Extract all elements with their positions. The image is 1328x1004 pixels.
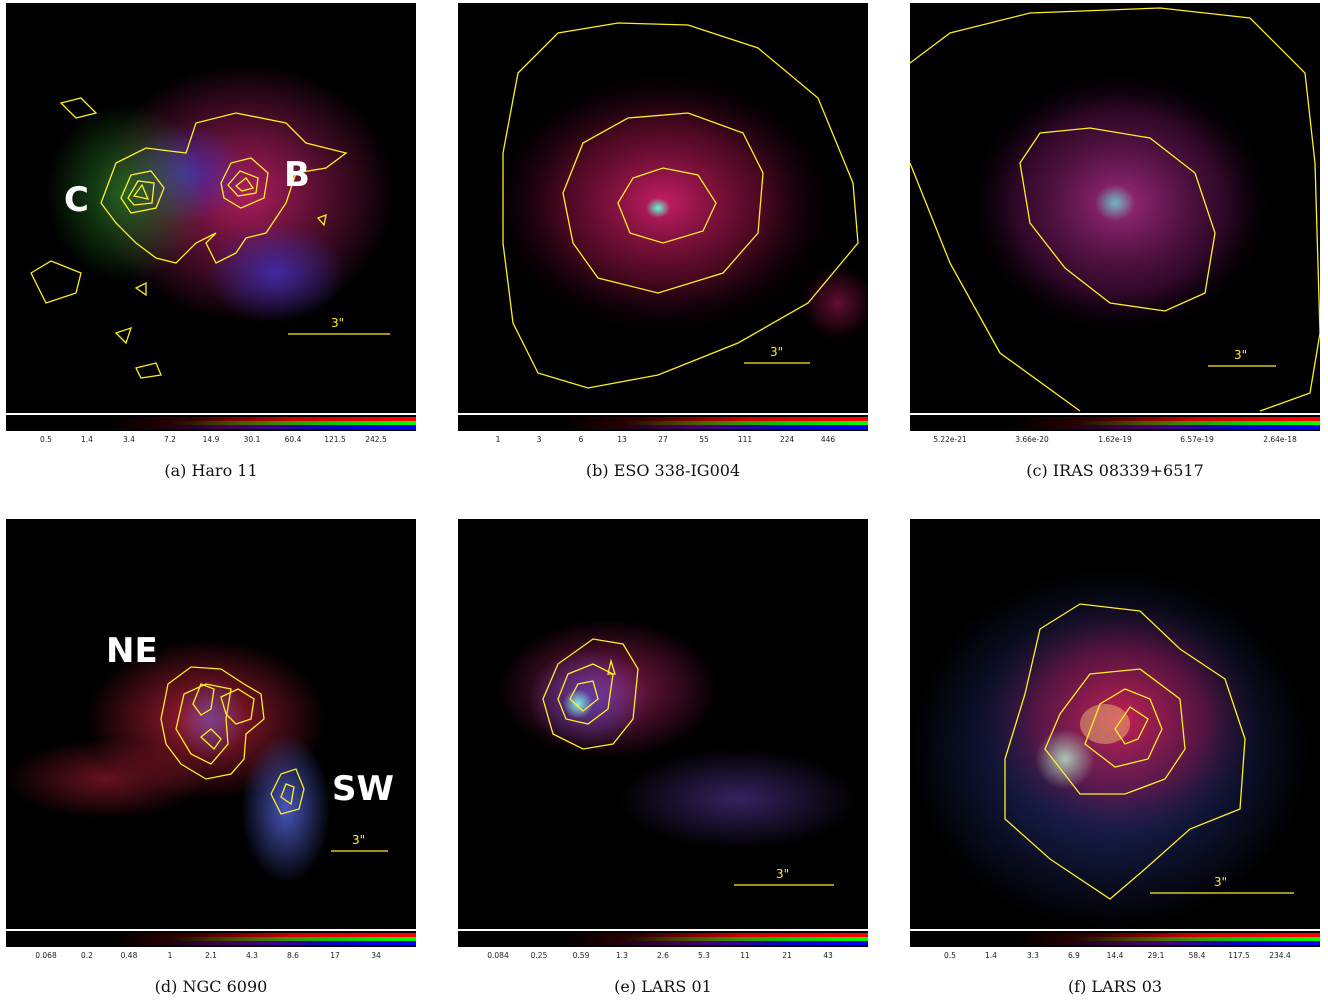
colorbar-tick: 0.59 [572,951,590,960]
colorbar-tick: 1 [495,435,501,444]
colorbar-tick: 121.5 [324,435,346,444]
colorbar-tick: 43 [823,951,833,960]
colorbar-ticks: 0.5 1.4 3.3 6.9 14.4 29.1 58.4 117.5 234… [910,951,1320,961]
colorbar-tick: 60.4 [284,435,302,444]
colorbar-tick: 3.66e-20 [1015,435,1049,444]
region-label-c: C [64,180,89,220]
colorbar-tick: 0.25 [530,951,548,960]
colorbar-tick: 242.5 [365,435,387,444]
colorbar-ticks: 0.068 0.2 0.48 1 2.1 4.3 8.6 17 34 [6,951,416,961]
colorbar-tick: 0.068 [35,951,57,960]
colorbar [910,931,1320,947]
colorbar-tick: 117.5 [1228,951,1250,960]
caption: (c) IRAS 08339+6517 [1026,461,1204,480]
colorbar-tick: 14.4 [1106,951,1124,960]
colorbar-tick: 6.9 [1068,951,1080,960]
panel-e-image: 3" [458,519,868,929]
colorbar-tick: 234.4 [1269,951,1291,960]
scalebar-label: 3" [776,867,790,881]
colorbar-tick: 14.9 [202,435,220,444]
colorbar [458,415,868,431]
colorbar-tick: 34 [371,951,381,960]
region-label-b: B [284,155,310,195]
colorbar [6,931,416,947]
colorbar [458,931,868,947]
caption: (b) ESO 338-IG004 [585,461,741,480]
caption: (e) LARS 01 [614,977,712,996]
scalebar-label: 3" [1214,875,1228,889]
colorbar-tick: 5.22e-21 [933,435,967,444]
colorbar-tick: 13 [617,435,627,444]
colorbar-tick: 55 [699,435,709,444]
region-label-sw: SW [332,769,394,809]
caption: (a) Haro 11 [164,461,258,480]
colorbar-ticks: 0.084 0.25 0.59 1.3 2.6 5.3 11 21 43 [458,951,868,961]
colorbar-tick: 6.57e-19 [1180,435,1214,444]
colorbar-tick: 0.084 [487,951,509,960]
colorbar-tick: 2.6 [657,951,669,960]
caption: (d) NGC 6090 [154,977,268,996]
scalebar-label: 3" [1234,348,1248,362]
scalebar-label: 3" [770,345,784,359]
colorbar-tick: 6 [578,435,584,444]
panel-a-image: 3" C B [6,3,416,413]
colorbar-tick: 2.1 [205,951,217,960]
colorbar-tick: 4.3 [246,951,258,960]
colorbar-tick: 8.6 [287,951,299,960]
colorbar-tick: 17 [330,951,340,960]
colorbar-tick: 11 [740,951,750,960]
colorbar-ticks: 5.22e-21 3.66e-20 1.62e-19 6.57e-19 2.64… [910,435,1320,445]
panel-d-image: 3" NE SW [6,519,416,929]
panel-c-image: 3" [910,3,1320,413]
colorbar-tick: 58.4 [1188,951,1206,960]
region-label-ne: NE [106,631,158,671]
panel-f-image: 3" [910,519,1320,929]
colorbar [910,415,1320,431]
colorbar-tick: 1.62e-19 [1098,435,1132,444]
scalebar-label: 3" [331,316,345,330]
colorbar-tick: 1.3 [616,951,628,960]
colorbar-tick: 3.4 [123,435,135,444]
colorbar [6,415,416,431]
colorbar-tick: 0.48 [120,951,138,960]
colorbar-tick: 0.2 [81,951,93,960]
colorbar-tick: 21 [782,951,792,960]
colorbar-ticks: 1 3 6 13 27 55 111 224 446 [458,435,868,445]
colorbar-tick: 1 [167,951,173,960]
panel-b-image: 3" [458,3,868,413]
colorbar-tick: 0.5 [40,435,52,444]
colorbar-tick: 27 [658,435,668,444]
colorbar-tick: 1.4 [81,435,93,444]
colorbar-tick: 3 [536,435,542,444]
colorbar-tick: 29.1 [1147,951,1165,960]
scalebar-label: 3" [352,833,366,847]
colorbar-tick: 30.1 [243,435,261,444]
colorbar-ticks: 0.5 1.4 3.4 7.2 14.9 30.1 60.4 121.5 242… [6,435,416,445]
colorbar-tick: 7.2 [164,435,176,444]
colorbar-tick: 446 [820,435,836,444]
colorbar-tick: 224 [779,435,795,444]
colorbar-tick: 3.3 [1027,951,1039,960]
colorbar-tick: 1.4 [985,951,997,960]
caption: (f) LARS 03 [1067,977,1163,996]
colorbar-tick: 0.5 [944,951,956,960]
colorbar-tick: 111 [737,435,753,444]
colorbar-tick: 5.3 [698,951,710,960]
colorbar-tick: 2.64e-18 [1263,435,1297,444]
